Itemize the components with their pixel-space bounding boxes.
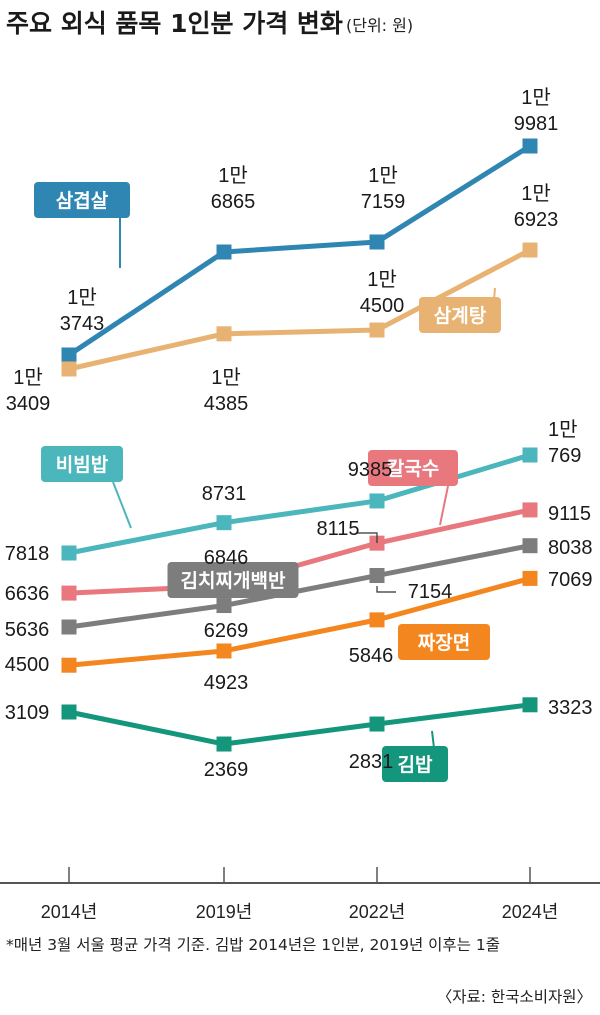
data-point-marker — [369, 568, 385, 584]
series-tag — [167, 562, 299, 598]
data-label: 9115 — [548, 503, 591, 525]
tag-pointer — [439, 485, 449, 526]
data-label: 1만 7159 — [361, 164, 406, 213]
series-line — [68, 507, 531, 596]
data-label: 6636 — [5, 583, 50, 605]
data-point-marker — [61, 347, 77, 363]
data-label: 8038 — [548, 537, 593, 559]
data-point-marker — [369, 322, 385, 338]
unit-label: (단위: 원) — [346, 16, 413, 35]
series-line — [68, 247, 532, 372]
x-axis-ticks: 2014년 2019년 2022년 2024년 — [41, 867, 559, 922]
data-label: 7818 — [5, 543, 50, 565]
data-label: 1만 9981 — [514, 86, 559, 135]
data-point-marker — [216, 598, 232, 614]
data-label: 8115 — [316, 518, 359, 540]
data-point-marker — [61, 545, 77, 561]
data-label: 4500 — [5, 654, 50, 676]
data-label: 1만 769 — [548, 418, 581, 467]
series-tag-label: 짜장면 — [418, 632, 470, 654]
data-label: 1만 3743 — [60, 286, 105, 335]
data-point-marker — [369, 493, 385, 509]
data-point-marker — [522, 570, 538, 586]
data-point-marker — [522, 502, 538, 518]
data-point-marker — [216, 326, 232, 342]
data-point-marker — [522, 138, 538, 154]
series-tag — [398, 624, 490, 660]
data-label: 7069 — [548, 569, 593, 591]
data-label: 1만 3409 — [6, 366, 51, 415]
label-leader — [376, 586, 396, 593]
data-label: 2831 — [349, 751, 394, 773]
data-point-marker — [369, 535, 385, 551]
chart-title: 주요 외식 품목 1인분 가격 변화 — [6, 9, 343, 38]
data-point-marker — [216, 643, 232, 659]
footnote: *매년 3월 서울 평균 가격 기준. 김밥 2014년은 1인분, 2019년… — [6, 936, 500, 954]
data-label: 5636 — [5, 619, 50, 641]
data-point-marker — [522, 538, 538, 554]
data-label: 1만 4385 — [204, 366, 249, 415]
data-point-marker — [522, 447, 538, 463]
data-label: 1만 6865 — [211, 164, 256, 213]
data-point-marker — [369, 612, 385, 628]
x-tick-label: 2019년 — [196, 902, 253, 922]
source-note: 〈자료: 한국소비자원〉 — [437, 988, 592, 1006]
series-line — [68, 543, 531, 630]
data-label: 4923 — [204, 672, 249, 694]
series-tag — [34, 182, 130, 218]
data-label: 6846 — [204, 547, 249, 569]
data-label: 6269 — [204, 620, 249, 642]
data-label: 2369 — [204, 759, 249, 781]
x-tick-label: 2024년 — [502, 902, 559, 922]
x-tick-label: 2014년 — [41, 902, 98, 922]
data-label: 7154 — [408, 581, 453, 603]
data-point-marker — [61, 361, 77, 377]
x-tick-label: 2022년 — [349, 902, 406, 922]
series-tag-label: 김밥 — [398, 754, 433, 776]
data-label: 1만 6923 — [514, 182, 559, 231]
data-point-marker — [61, 585, 77, 601]
data-point-marker — [61, 704, 77, 720]
data-point-marker — [369, 234, 385, 250]
data-point-marker — [369, 716, 385, 732]
series-tag-label: 칼국수 — [387, 458, 439, 480]
series-markers — [61, 138, 538, 752]
data-point-marker — [61, 619, 77, 635]
data-label: 5846 — [349, 645, 394, 667]
series-tag — [382, 746, 448, 782]
series-line — [68, 702, 531, 747]
data-label: 9385 — [348, 459, 393, 481]
series-tag-label: 비빔밥 — [56, 454, 109, 476]
series-tag — [41, 446, 123, 482]
series-tag — [419, 297, 501, 333]
data-point-marker — [216, 736, 232, 752]
series-tag-label: 김치찌개백반 — [181, 570, 286, 592]
data-point-marker — [61, 657, 77, 673]
data-point-marker — [522, 242, 538, 258]
label-leader — [357, 532, 378, 543]
series-line — [67, 143, 532, 358]
data-point-marker — [522, 697, 538, 713]
data-label: 8731 — [202, 483, 247, 505]
data-point-marker — [216, 244, 232, 260]
data-label: 3323 — [548, 697, 593, 719]
series-lines — [67, 143, 532, 747]
tag-pointer — [112, 481, 132, 529]
series-tag — [368, 450, 458, 486]
series-line — [68, 575, 531, 668]
leader-lines — [357, 532, 396, 593]
data-point-marker — [216, 515, 232, 531]
value-labels: 1만 3743 1만 6865 1만 7159 1만 9981 1만 3409 1만 4385 1만 45… — [5, 86, 593, 781]
series-tag-label: 삼겹살 — [56, 190, 109, 212]
series-tag-label: 삼계탕 — [434, 305, 487, 327]
data-label: 3109 — [5, 702, 50, 724]
series-line — [68, 452, 531, 556]
data-label: 1만 4500 — [360, 268, 405, 317]
